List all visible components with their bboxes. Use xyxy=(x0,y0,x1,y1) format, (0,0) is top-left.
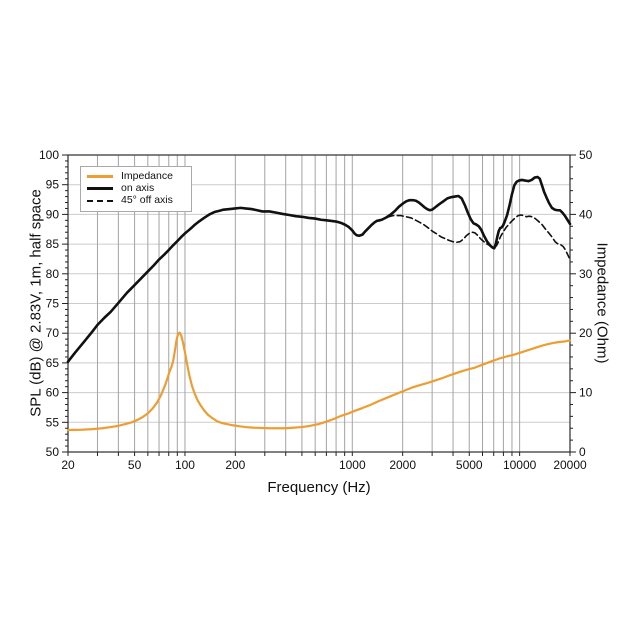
legend-swatch-on-axis xyxy=(87,187,113,190)
x-axis-tick-label: 50 xyxy=(128,458,142,472)
y-right-tick-label: 10 xyxy=(579,386,593,400)
x-axis-tick-label: 1000 xyxy=(339,458,366,472)
y-left-tick-label: 100 xyxy=(39,148,59,162)
x-axis-tick-label: 5000 xyxy=(456,458,483,472)
y-left-tick-label: 85 xyxy=(46,237,60,251)
y-left-tick-label: 75 xyxy=(46,297,60,311)
y-left-tick-label: 50 xyxy=(46,445,60,459)
y-left-axis-title: SPL (dB) @ 2.83V, 1m, half space xyxy=(27,189,45,417)
y-right-tick-label: 0 xyxy=(579,445,586,459)
y-right-tick-label: 30 xyxy=(579,267,593,281)
y-right-tick-label: 20 xyxy=(579,326,593,340)
y-right-axis-title: Impedance (Ohm) xyxy=(593,242,611,364)
x-axis-tick-label: 20 xyxy=(61,458,75,472)
legend-label-impedance: Impedance xyxy=(121,170,173,182)
y-right-tick-label: 40 xyxy=(579,207,593,221)
y-left-tick-label: 95 xyxy=(46,178,60,192)
legend: Impedance on axis 45° off axis xyxy=(80,166,192,212)
x-axis-tick-label: 200 xyxy=(225,458,245,472)
y-left-tick-label: 70 xyxy=(46,326,60,340)
y-right-tick-label: 50 xyxy=(579,148,593,162)
curve-on-axis xyxy=(66,175,572,364)
legend-swatch-45-off-axis xyxy=(87,199,113,202)
legend-item-on-axis: on axis xyxy=(87,183,185,194)
legend-swatch-impedance xyxy=(87,175,113,178)
curve-impedance xyxy=(66,331,572,432)
y-left-tick-label: 60 xyxy=(46,386,60,400)
legend-label-on-axis: on axis xyxy=(121,182,155,194)
legend-item-impedance: Impedance xyxy=(87,171,185,182)
x-axis-tick-label: 10000 xyxy=(503,458,537,472)
x-axis-title: Frequency (Hz) xyxy=(267,479,371,496)
curve-45-off-axis xyxy=(378,214,571,261)
y-left-tick-label: 80 xyxy=(46,267,60,281)
x-axis-tick-label: 20000 xyxy=(553,458,587,472)
x-axis-tick-label: 100 xyxy=(175,458,195,472)
legend-label-45-off-axis: 45° off axis xyxy=(121,194,173,206)
y-left-tick-label: 55 xyxy=(46,415,60,429)
y-left-tick-label: 65 xyxy=(46,356,60,370)
y-left-tick-label: 90 xyxy=(46,207,60,221)
x-axis-tick-label: 2000 xyxy=(389,458,416,472)
legend-item-45-off-axis: 45° off axis xyxy=(87,195,185,206)
